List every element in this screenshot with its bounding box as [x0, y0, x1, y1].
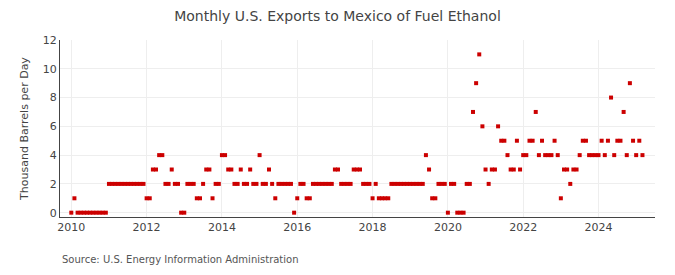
- svg-text:Thousand Barrels per Day: Thousand Barrels per Day: [18, 57, 31, 201]
- svg-text:2020: 2020: [434, 221, 462, 234]
- svg-text:6: 6: [50, 120, 57, 133]
- svg-text:8: 8: [50, 91, 57, 104]
- svg-text:4: 4: [50, 149, 57, 162]
- svg-text:2010: 2010: [57, 221, 85, 234]
- svg-text:2016: 2016: [283, 221, 311, 234]
- svg-text:2018: 2018: [359, 221, 387, 234]
- svg-text:Monthly U.S. Exports to Mexico: Monthly U.S. Exports to Mexico of Fuel E…: [174, 8, 501, 24]
- svg-text:12: 12: [43, 34, 57, 47]
- svg-text:Source: U.S. Energy Informatio: Source: U.S. Energy Information Administ…: [62, 254, 299, 265]
- svg-text:2014: 2014: [208, 221, 236, 234]
- svg-text:0: 0: [50, 207, 57, 220]
- svg-text:2: 2: [50, 178, 57, 191]
- svg-text:2022: 2022: [509, 221, 537, 234]
- svg-text:10: 10: [43, 63, 57, 76]
- svg-text:2024: 2024: [585, 221, 613, 234]
- svg-text:2012: 2012: [133, 221, 161, 234]
